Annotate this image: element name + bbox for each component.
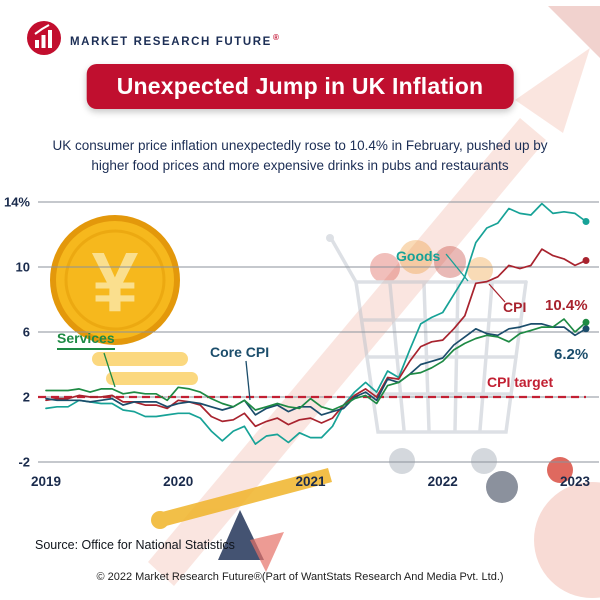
brand-name: MARKET RESEARCH FUTURE® [70,33,280,48]
annotation-connector [245,360,251,401]
balance-scale-decoration [151,468,332,572]
x-axis-tick-label: 2020 [163,474,193,489]
yen-coin-decoration: ¥ [50,215,198,385]
x-axis-tick-label: 2022 [428,474,458,489]
annotation-connector [445,253,469,282]
trend-arrow-decoration [148,6,600,586]
source-note: Source: Office for National Statistics [35,538,235,552]
series-line-cpi [45,248,587,428]
y-axis-tick-label: 2 [23,390,30,405]
svg-text:¥: ¥ [92,235,139,329]
annotation-connector [488,283,506,303]
subtitle: UK consumer price inflation unexpectedly… [52,138,548,174]
title-banner: Unexpected Jump in UK Inflation [86,64,514,109]
series-endpoint-cpi [582,257,590,264]
cpi-latest-value: 10.4% [545,297,588,314]
y-axis-tick-label: 6 [23,325,30,340]
red-ball-decoration [547,457,573,483]
core-cpi-series-label: Core CPI [210,344,270,360]
series-line-core-cpi [45,323,587,416]
x-axis-tick-label: 2021 [295,474,326,489]
mrf-logo-icon [26,20,62,61]
shopping-cart-decoration [326,234,528,474]
x-axis-tick-label: 2019 [31,474,61,489]
series-endpoint-services [582,318,590,326]
y-axis-tick-label: -2 [18,455,30,470]
y-axis-tick-label: 10 [16,260,30,275]
copyright-note: © 2022 Market Research Future®(Part of W… [96,571,504,583]
brand-name-text: MARKET RESEARCH FUTURE [70,35,272,48]
series-line-services [45,318,587,411]
groceries-decoration [370,240,493,283]
series-endpoint-goods [582,218,590,225]
x-axis-tick-label: 2023 [560,474,591,489]
cpi-series-label: CPI [503,299,527,315]
y-axis-tick-label: 14% [4,195,30,210]
series-endpoint-core-cpi [582,325,590,333]
core-cpi-latest-value: 6.2% [554,346,589,363]
series-line-goods [45,202,587,445]
weight-ball-decoration [486,471,518,503]
corner-blob-decoration [534,482,600,598]
cpi-target-label: CPI target [487,374,554,390]
brand-header: MARKET RESEARCH FUTURE® [26,20,280,61]
registered-mark: ® [272,33,281,43]
services-series-label: Services [57,330,115,350]
page-title: Unexpected Jump in UK Inflation [116,73,484,99]
goods-series-label: Goods [396,248,441,264]
annotation-connector [103,352,116,388]
